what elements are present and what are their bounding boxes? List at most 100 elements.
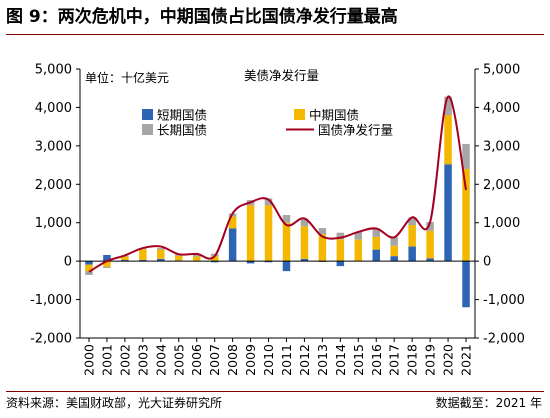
- source-note: 资料来源：美国财政部，光大证券研究所: [6, 396, 223, 410]
- bar-长期国债-2018: [408, 217, 416, 226]
- bar-长期国债-2014: [336, 232, 345, 240]
- bar-短期国债-2007: [210, 261, 219, 263]
- bar-中期国债-2003: [139, 249, 147, 260]
- bar-中期国债-2020: [444, 115, 452, 165]
- bar-长期国债-2015: [354, 231, 363, 240]
- bar-短期国债-2020: [444, 164, 452, 262]
- bar-中期国债-2014: [336, 239, 345, 262]
- bar-短期国债-2000: [85, 261, 93, 265]
- bar-中期国债-2008: [228, 216, 237, 229]
- right-y-tick-label: 0: [483, 255, 491, 270]
- x-tick-label: 2011: [279, 344, 294, 376]
- x-tick-label: 2020: [441, 344, 456, 376]
- bar-中期国债-2000: [85, 264, 93, 272]
- x-tick-label: 2015: [351, 344, 366, 376]
- bar-短期国债-2003: [139, 259, 147, 262]
- x-tick-label: 2018: [405, 344, 420, 376]
- x-tick-label: 2010: [261, 344, 276, 376]
- x-tick-label: 2003: [135, 344, 150, 376]
- bar-短期国债-2010: [264, 261, 273, 263]
- bar-长期国债-2017: [390, 237, 398, 246]
- bar-中期国债-2009: [246, 205, 255, 262]
- legend-label-国债净发行量: 国债净发行量: [318, 123, 393, 138]
- bar-中期国债-2019: [426, 230, 434, 259]
- left-y-tick-label: 0: [64, 255, 72, 270]
- footer-rule: [6, 391, 544, 392]
- x-tick-label: 2016: [369, 344, 384, 376]
- legend-label-长期国债: 长期国债: [157, 123, 207, 138]
- bar-长期国债-2006: [192, 253, 201, 257]
- bar-中期国债-2016: [372, 236, 380, 250]
- bar-中期国债-2004: [157, 249, 165, 259]
- bar-短期国债-2021: [462, 261, 470, 308]
- x-tick-label: 2013: [315, 344, 330, 376]
- bar-中期国债-2017: [390, 245, 398, 257]
- bar-短期国债-2012: [300, 258, 309, 262]
- right-y-tick-label: 4,000: [483, 101, 520, 116]
- right-y-tick-label: 1,000: [483, 216, 520, 231]
- left-y-tick-label: 2,000: [35, 178, 72, 193]
- unit-label: 单位：十亿美元: [85, 70, 169, 85]
- bar-中期国债-2015: [354, 239, 363, 261]
- left-y-tick-label: 4,000: [35, 101, 72, 116]
- x-tick-label: 2021: [459, 344, 474, 376]
- bar-中期国债-2001: [103, 261, 111, 267]
- left-y-tick-label: 3,000: [35, 139, 72, 154]
- data-cutoff-note: 数据截至：2021 年: [435, 396, 542, 410]
- bar-长期国债-2020: [444, 96, 452, 116]
- bar-短期国债-2011: [282, 261, 291, 272]
- right-y-tick-label: 3,000: [483, 139, 520, 154]
- bar-中期国债-2011: [282, 222, 291, 262]
- x-tick-label: 2019: [423, 344, 438, 376]
- x-tick-label: 2007: [207, 344, 222, 376]
- bar-短期国债-2019: [426, 258, 434, 262]
- bar-长期国债-2001: [103, 266, 111, 269]
- x-tick-label: 2000: [81, 344, 96, 376]
- bar-中期国债-2018: [408, 225, 416, 247]
- bar-中期国债-2002: [121, 256, 129, 260]
- bar-长期国债-2019: [426, 221, 434, 231]
- bar-长期国债-2011: [282, 215, 291, 223]
- bar-长期国债-2013: [318, 228, 327, 235]
- bar-短期国债-2014: [336, 261, 345, 267]
- bar-短期国债-2001: [103, 254, 111, 262]
- bar-长期国债-2021: [462, 143, 470, 169]
- bar-中期国债-2010: [264, 205, 273, 262]
- left-y-tick-label: -2,000: [30, 332, 72, 347]
- legend-label-中期国债: 中期国债: [309, 108, 359, 123]
- chart-title: 美债净发行量: [244, 68, 319, 83]
- bar-中期国债-2005: [175, 255, 183, 261]
- x-tick-label: 2008: [225, 344, 240, 376]
- left-y-tick-label: 5,000: [35, 63, 72, 78]
- left-y-tick-label: -1,000: [30, 293, 72, 308]
- bar-中期国债-2012: [300, 226, 309, 259]
- bar-长期国债-2016: [372, 228, 380, 237]
- x-tick-label: 2006: [189, 344, 204, 376]
- right-y-tick-label: 2,000: [483, 178, 520, 193]
- right-y-tick-label: -2,000: [483, 332, 525, 347]
- x-tick-label: 2002: [117, 344, 132, 376]
- right-y-tick-label: 5,000: [483, 63, 520, 78]
- bar-短期国债-2008: [228, 228, 237, 262]
- right-y-tick-label: -1,000: [483, 293, 525, 308]
- bar-短期国债-2009: [246, 261, 255, 264]
- x-tick-label: 2014: [333, 344, 348, 376]
- bar-短期国债-2016: [372, 249, 380, 262]
- bar-长期国债-2000: [85, 271, 93, 275]
- bar-中期国债-2013: [318, 234, 327, 262]
- x-tick-label: 2017: [387, 344, 402, 376]
- bar-短期国债-2002: [121, 259, 129, 262]
- bar-中期国债-2021: [462, 168, 470, 262]
- x-tick-label: 2004: [153, 344, 168, 376]
- left-y-tick-label: 1,000: [35, 216, 72, 231]
- bar-中期国债-2007: [210, 256, 219, 262]
- figure-title: 图 9：两次危机中，中期国债占比国债净发行量最高: [6, 7, 398, 27]
- bar-短期国债-2018: [408, 246, 416, 262]
- legend-swatch-短期国债: [142, 109, 153, 120]
- legend-label-短期国债: 短期国债: [157, 108, 207, 123]
- line-国债净发行量: [88, 95, 468, 273]
- bar-短期国债-2017: [390, 256, 398, 262]
- bar-中期国债-2006: [192, 256, 201, 262]
- legend-swatch-中期国债: [294, 109, 305, 120]
- bar-长期国债-2012: [300, 218, 309, 227]
